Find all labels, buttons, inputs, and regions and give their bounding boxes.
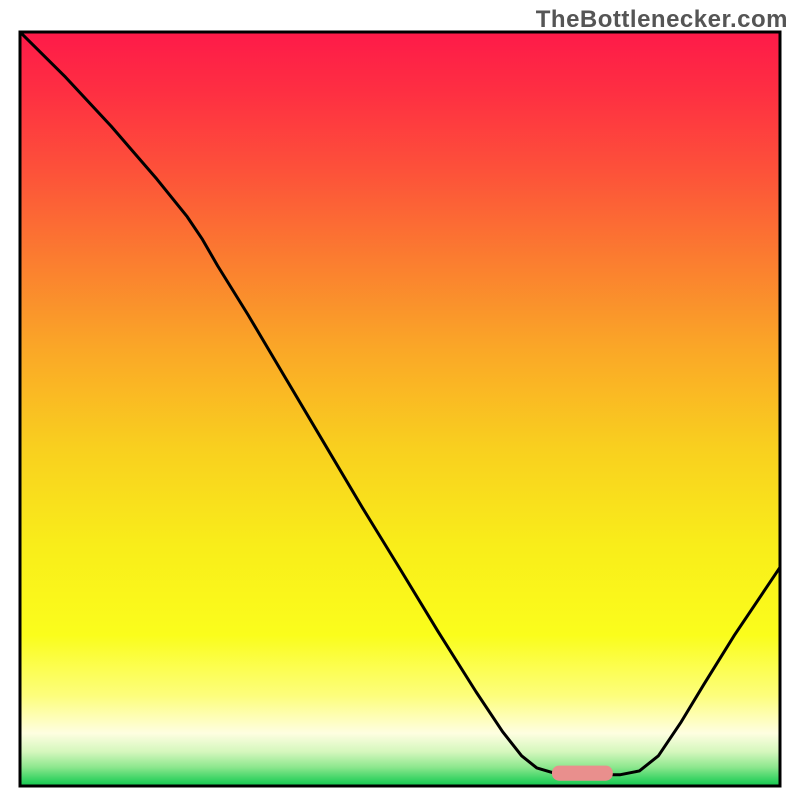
figure-container: TheBottlenecker.com [0,0,800,800]
bottleneck-chart [0,0,800,800]
plot-background [20,32,780,786]
watermark-text: TheBottlenecker.com [536,6,788,34]
optimal-marker [552,766,613,781]
